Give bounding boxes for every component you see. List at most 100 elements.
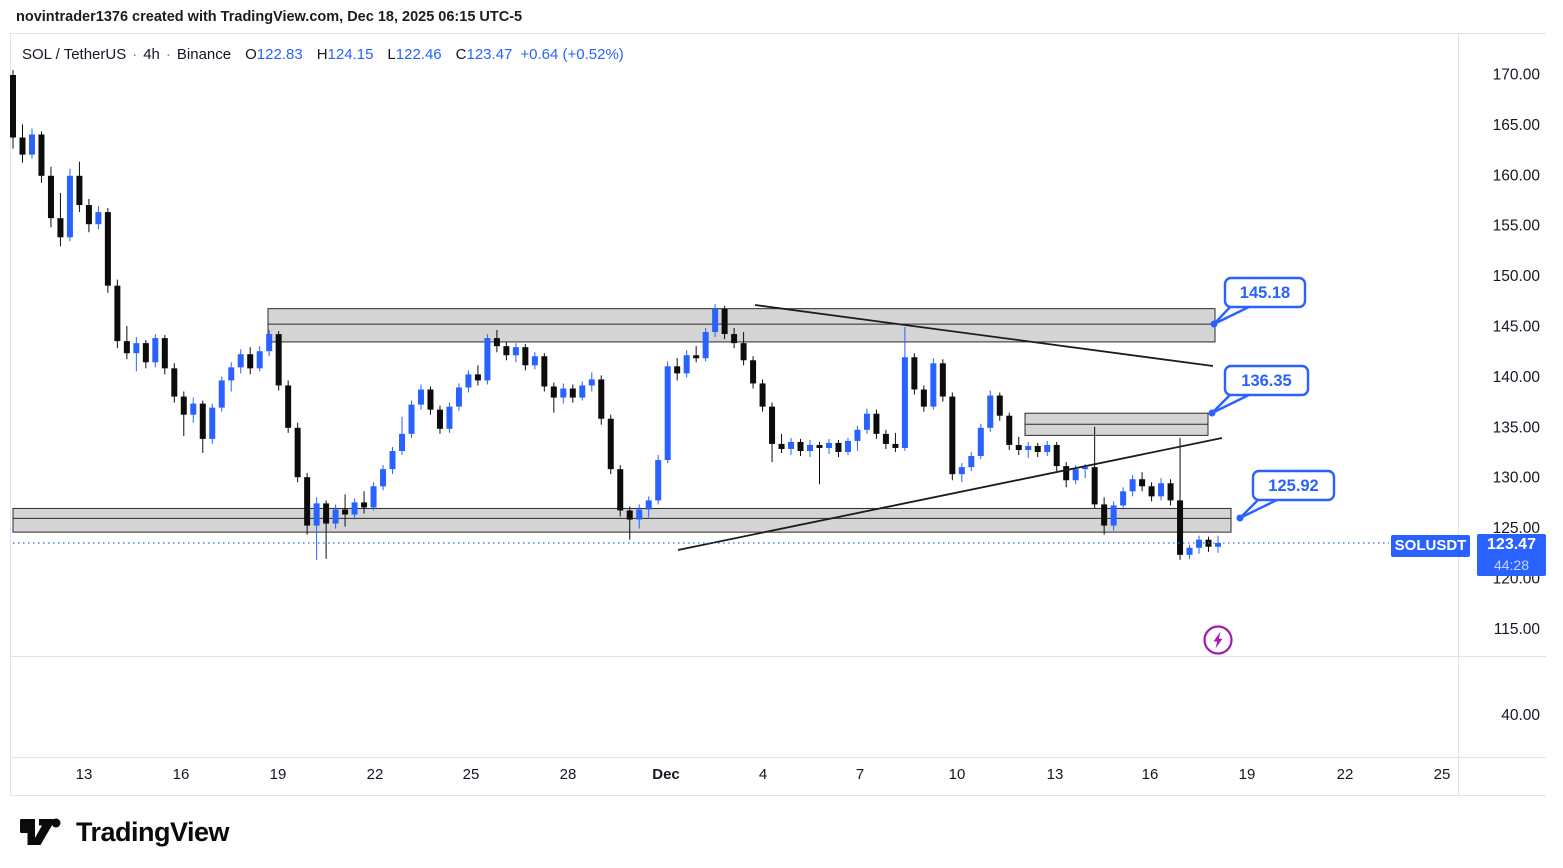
supply-zone-mid[interactable] xyxy=(1024,412,1209,436)
time-tick-label: Dec xyxy=(652,766,680,783)
ascending-trendline[interactable] xyxy=(677,437,1223,551)
candle-body xyxy=(389,450,396,470)
candle-body xyxy=(503,346,510,356)
candle-body xyxy=(417,389,424,405)
candle-body xyxy=(474,374,481,381)
last-price-badge[interactable]: 123.47 44:28 xyxy=(1477,534,1546,576)
price-tick-label: 125.00 xyxy=(1493,520,1541,537)
tradingview-logo[interactable]: TradingView xyxy=(20,812,230,852)
candle-body xyxy=(797,441,804,451)
candle-body xyxy=(769,406,776,444)
symbol-price-flag[interactable]: SOLUSDT xyxy=(1391,535,1470,557)
candle-body xyxy=(531,356,538,366)
candle-body xyxy=(1215,543,1221,547)
price-tick-label: 130.00 xyxy=(1493,470,1541,487)
price-callout[interactable]: 136.35 xyxy=(1208,364,1310,417)
tradingview-logo-text: TradingView xyxy=(76,816,230,847)
candle-body xyxy=(911,357,918,390)
candle-body xyxy=(19,137,26,155)
candle-body xyxy=(76,175,83,206)
candle-body xyxy=(1196,539,1203,548)
candle-body xyxy=(873,413,880,434)
price-tick-label: 155.00 xyxy=(1493,218,1541,235)
candle-body xyxy=(607,418,614,470)
last-price-value: 123.47 xyxy=(1487,536,1536,553)
candle-body xyxy=(180,396,187,415)
demand-zone-lower[interactable] xyxy=(12,507,1232,533)
candle-body xyxy=(1044,444,1051,452)
time-tick-label: 16 xyxy=(173,766,190,783)
price-tick-label: 160.00 xyxy=(1493,167,1541,184)
candle-body xyxy=(266,334,273,352)
price-callout[interactable]: 125.92 xyxy=(1236,469,1336,522)
candle-body xyxy=(1053,444,1060,467)
candle-body xyxy=(399,433,406,451)
candle-body xyxy=(721,308,728,335)
candle-body xyxy=(1158,483,1165,497)
candle-body xyxy=(455,387,462,407)
candle-body xyxy=(788,441,795,449)
open-value: 122.83 xyxy=(256,46,303,63)
time-tick-label: 19 xyxy=(270,766,287,783)
candle-body xyxy=(569,388,576,398)
candle-body xyxy=(436,409,443,429)
candle-body xyxy=(446,406,453,429)
lightning-marker[interactable] xyxy=(1203,625,1233,655)
descending-trendline[interactable] xyxy=(754,304,1214,367)
high-value: 124.15 xyxy=(327,46,374,63)
candle-body xyxy=(1101,504,1108,526)
candle-body xyxy=(1129,479,1136,492)
candle-body xyxy=(38,134,45,176)
time-tick-label: 16 xyxy=(1142,766,1159,783)
candle-body xyxy=(996,395,1003,416)
price-tick-label: 115.00 xyxy=(1494,621,1541,638)
candle-body xyxy=(854,429,861,441)
candle-body xyxy=(949,396,956,475)
low-label: L xyxy=(387,46,396,63)
candle-body xyxy=(1148,486,1155,497)
candle-body xyxy=(323,503,330,524)
candle-body xyxy=(835,442,842,452)
change-value: +0.64 (+0.52%) xyxy=(520,46,624,63)
candle-body xyxy=(285,385,292,428)
candle-body xyxy=(209,407,216,439)
candle-body xyxy=(987,395,994,428)
price-tick-label: 145.00 xyxy=(1493,319,1541,336)
symbol-title[interactable]: SOL / TetherUS xyxy=(22,46,127,63)
price-tick-label: 135.00 xyxy=(1493,419,1541,436)
low-value: 122.46 xyxy=(395,46,442,63)
candle-body xyxy=(256,351,263,369)
interval-label[interactable]: 4h xyxy=(143,46,160,63)
candle-body xyxy=(882,433,889,444)
candle-body xyxy=(104,212,111,286)
exchange-label[interactable]: Binance xyxy=(176,46,232,63)
high-label: H xyxy=(316,46,328,63)
candle-body xyxy=(702,332,709,359)
candle-body xyxy=(275,334,282,386)
symbol-legend[interactable]: SOL / TetherUS · 4h · Binance O122.83 H124.15 L… xyxy=(22,46,624,63)
open-label: O xyxy=(245,46,257,63)
supply-zone-upper[interactable] xyxy=(267,308,1216,343)
time-tick-label: 28 xyxy=(560,766,577,783)
candle-body xyxy=(351,502,358,515)
price-axis[interactable]: 170.00 165.00 160.00 155.00 150.00 145.00 140.… xyxy=(1493,67,1541,725)
time-tick-label: 7 xyxy=(856,766,864,783)
candle-body xyxy=(218,380,225,408)
candle-body xyxy=(484,338,491,381)
time-axis[interactable]: 13 16 19 22 25 28 Dec 4 7 10 13 16 19 22 25 xyxy=(76,766,1451,783)
candle-body xyxy=(645,500,652,510)
candle-body xyxy=(28,134,35,155)
candle-body xyxy=(133,343,140,354)
callout-price-text: 125.92 xyxy=(1268,477,1318,495)
candle-body xyxy=(66,175,73,238)
candle-body xyxy=(57,218,64,238)
candle-body xyxy=(1186,547,1193,555)
price-callout[interactable]: 145.18 xyxy=(1210,276,1307,328)
time-tick-label: 13 xyxy=(76,766,93,783)
candle-body xyxy=(10,75,16,138)
close-label: C xyxy=(455,46,467,63)
candle-body xyxy=(807,444,814,451)
candle-body xyxy=(161,338,168,369)
price-tick-label: 170.00 xyxy=(1493,67,1541,84)
